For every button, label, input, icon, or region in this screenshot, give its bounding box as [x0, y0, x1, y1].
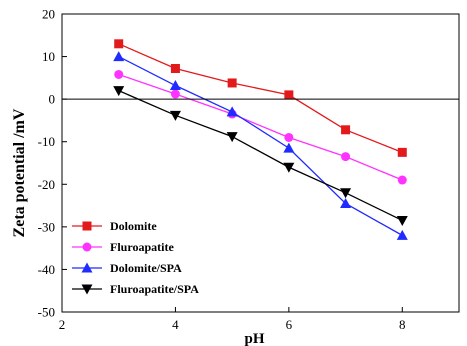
x-tick-label: 2	[59, 317, 66, 332]
data-point-fluroapatite-spa	[396, 215, 408, 226]
data-point-dolomite-spa	[113, 51, 125, 62]
series-line-dolomite	[118, 43, 403, 153]
y-tick-label: 20	[42, 7, 55, 22]
legend-label: Dolomite	[110, 219, 157, 233]
x-tick-label: 8	[399, 317, 406, 332]
legend: Dolomite Fluroapatite Dolomite/SPA Fluroapa…	[72, 219, 199, 296]
data-point-dolomite	[397, 147, 407, 157]
y-tick-label: -10	[38, 134, 55, 149]
legend-item-fluroapatite: Fluroapatite	[72, 240, 174, 254]
data-point-fluroapatite	[341, 152, 351, 162]
data-point-dolomite-spa	[226, 106, 238, 117]
legend-item-fluroapatite-spa: Fluroapatite/SPA	[72, 282, 199, 296]
data-point-dolomite-spa	[340, 197, 352, 208]
series-line-fluroapatite	[118, 73, 403, 181]
data-point-fluroapatite-spa	[113, 86, 125, 97]
y-tick-label: 10	[42, 49, 55, 64]
data-point-fluroapatite-spa	[283, 162, 295, 173]
legend-label: Fluroapatite	[110, 240, 174, 254]
data-point-fluroapatite	[397, 175, 407, 185]
data-point-fluroapatite-spa	[340, 188, 352, 199]
data-point-fluroapatite-spa	[169, 110, 181, 121]
legend-marker	[82, 242, 92, 252]
series-dolomite	[114, 39, 407, 157]
series-layer	[113, 39, 408, 240]
data-point-fluroapatite	[114, 69, 124, 79]
series-fluroapatite	[114, 69, 407, 185]
legend-marker	[81, 262, 93, 273]
axis-ticks: 20 10 0 -10 -20 -30 -40 -50 2 4 6 8	[38, 7, 406, 333]
x-axis-title: pH	[244, 331, 264, 346]
y-tick-label: -40	[38, 262, 55, 277]
legend-marker	[81, 284, 93, 295]
series-dolomite-spa	[113, 51, 408, 240]
y-tick-label: -50	[38, 305, 55, 320]
legend-marker	[82, 221, 92, 231]
data-point-dolomite	[341, 125, 351, 135]
data-point-dolomite-spa	[283, 142, 295, 153]
y-tick-label: -30	[38, 219, 55, 234]
y-axis-title: Zeta potential /mV	[11, 108, 28, 237]
series-fluroapatite-spa	[113, 86, 408, 226]
data-point-dolomite	[114, 39, 124, 49]
data-point-dolomite	[170, 63, 180, 73]
data-point-fluroapatite	[170, 89, 180, 99]
data-point-dolomite	[227, 78, 237, 88]
data-point-dolomite	[284, 90, 294, 100]
data-point-fluroapatite-spa	[226, 132, 238, 143]
legend-label: Dolomite/SPA	[110, 261, 182, 275]
y-tick-label: 0	[49, 92, 56, 107]
x-tick-label: 4	[172, 317, 179, 332]
series-line-fluroapatite-spa	[118, 90, 403, 222]
plot-frame	[61, 13, 460, 313]
data-point-fluroapatite	[284, 132, 294, 142]
data-point-dolomite-spa	[169, 80, 181, 91]
legend-item-dolomite: Dolomite	[72, 219, 157, 233]
x-tick-label: 6	[286, 317, 293, 332]
legend-item-dolomite-spa: Dolomite/SPA	[72, 261, 182, 275]
series-line-dolomite-spa	[118, 55, 403, 236]
legend-label: Fluroapatite/SPA	[110, 282, 199, 296]
y-tick-label: -20	[38, 177, 55, 192]
data-point-dolomite-spa	[396, 229, 408, 240]
